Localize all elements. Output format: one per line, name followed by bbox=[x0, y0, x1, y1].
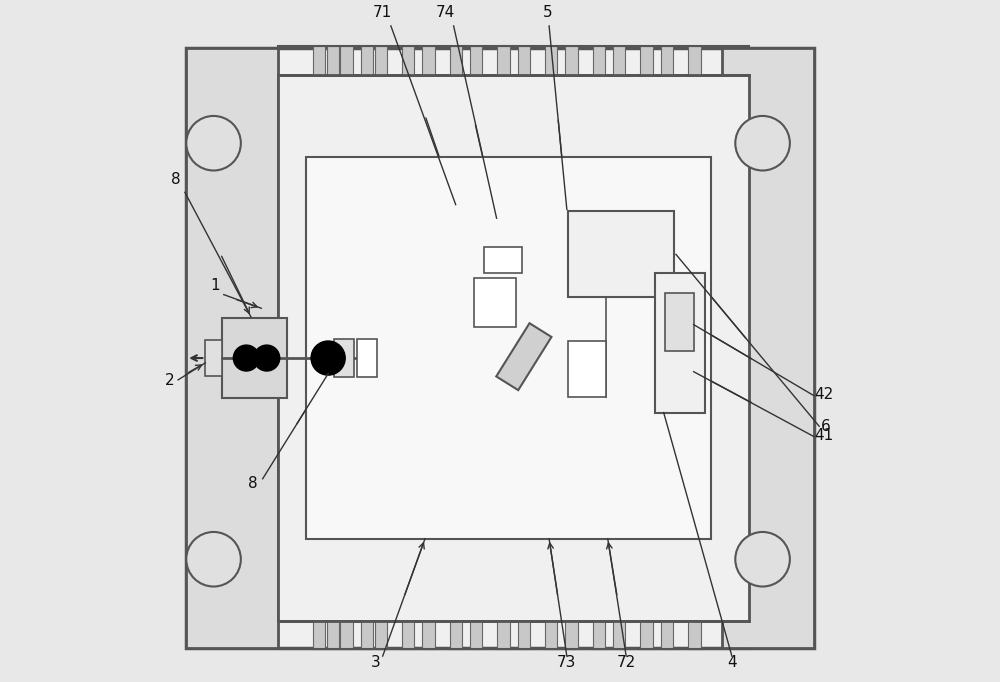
Bar bbox=[450, 46, 462, 75]
Text: 74: 74 bbox=[436, 5, 455, 20]
Text: 42: 42 bbox=[814, 387, 834, 402]
Bar bbox=[186, 48, 814, 648]
Bar bbox=[375, 46, 387, 75]
Bar bbox=[422, 46, 435, 75]
Bar bbox=[655, 273, 705, 413]
Bar bbox=[375, 621, 387, 649]
Bar bbox=[361, 621, 373, 649]
Bar bbox=[474, 278, 516, 327]
Bar bbox=[613, 46, 625, 75]
Bar bbox=[422, 621, 435, 649]
Text: 8: 8 bbox=[248, 475, 258, 490]
Bar bbox=[640, 46, 653, 75]
Bar bbox=[470, 46, 482, 75]
Bar bbox=[450, 621, 462, 649]
Circle shape bbox=[233, 345, 259, 371]
Bar bbox=[665, 293, 694, 351]
Text: 4: 4 bbox=[727, 655, 737, 670]
Circle shape bbox=[735, 116, 790, 170]
Polygon shape bbox=[496, 323, 551, 390]
Bar bbox=[497, 621, 510, 649]
Text: 1: 1 bbox=[210, 278, 220, 293]
Bar bbox=[568, 341, 606, 397]
Circle shape bbox=[186, 532, 241, 587]
Bar bbox=[306, 157, 711, 539]
Bar bbox=[313, 621, 325, 649]
Bar bbox=[688, 621, 701, 649]
Bar bbox=[361, 46, 373, 75]
Bar bbox=[484, 247, 522, 273]
Bar bbox=[593, 46, 605, 75]
Bar bbox=[470, 621, 482, 649]
Bar bbox=[497, 46, 510, 75]
Text: 5: 5 bbox=[543, 5, 553, 20]
Bar bbox=[722, 48, 814, 648]
Bar bbox=[340, 46, 353, 75]
Bar bbox=[518, 46, 530, 75]
Text: 2: 2 bbox=[164, 373, 174, 388]
Bar bbox=[402, 621, 414, 649]
Text: 72: 72 bbox=[617, 655, 636, 670]
Bar bbox=[565, 621, 578, 649]
Text: 71: 71 bbox=[373, 5, 392, 20]
Bar bbox=[402, 46, 414, 75]
Circle shape bbox=[735, 532, 790, 587]
Circle shape bbox=[311, 341, 345, 375]
Bar bbox=[688, 46, 701, 75]
Bar bbox=[613, 621, 625, 649]
Bar bbox=[327, 46, 339, 75]
Bar bbox=[357, 339, 377, 377]
Bar bbox=[205, 340, 222, 376]
Bar bbox=[313, 46, 325, 75]
Text: 73: 73 bbox=[557, 655, 577, 670]
Bar bbox=[640, 621, 653, 649]
Bar bbox=[545, 46, 557, 75]
Bar bbox=[340, 621, 353, 649]
Text: 8: 8 bbox=[171, 172, 181, 187]
Bar bbox=[545, 621, 557, 649]
Text: 6: 6 bbox=[821, 419, 831, 434]
Bar bbox=[565, 46, 578, 75]
Bar bbox=[661, 46, 673, 75]
Text: 3: 3 bbox=[371, 655, 381, 670]
Bar bbox=[278, 75, 749, 621]
Bar bbox=[222, 318, 287, 398]
Bar bbox=[327, 621, 339, 649]
Bar bbox=[518, 621, 530, 649]
Bar bbox=[568, 211, 674, 297]
Text: 41: 41 bbox=[814, 428, 834, 443]
Circle shape bbox=[186, 116, 241, 170]
Circle shape bbox=[254, 345, 280, 371]
Bar bbox=[186, 48, 278, 648]
Bar bbox=[334, 339, 354, 377]
Bar bbox=[661, 621, 673, 649]
Bar bbox=[593, 621, 605, 649]
